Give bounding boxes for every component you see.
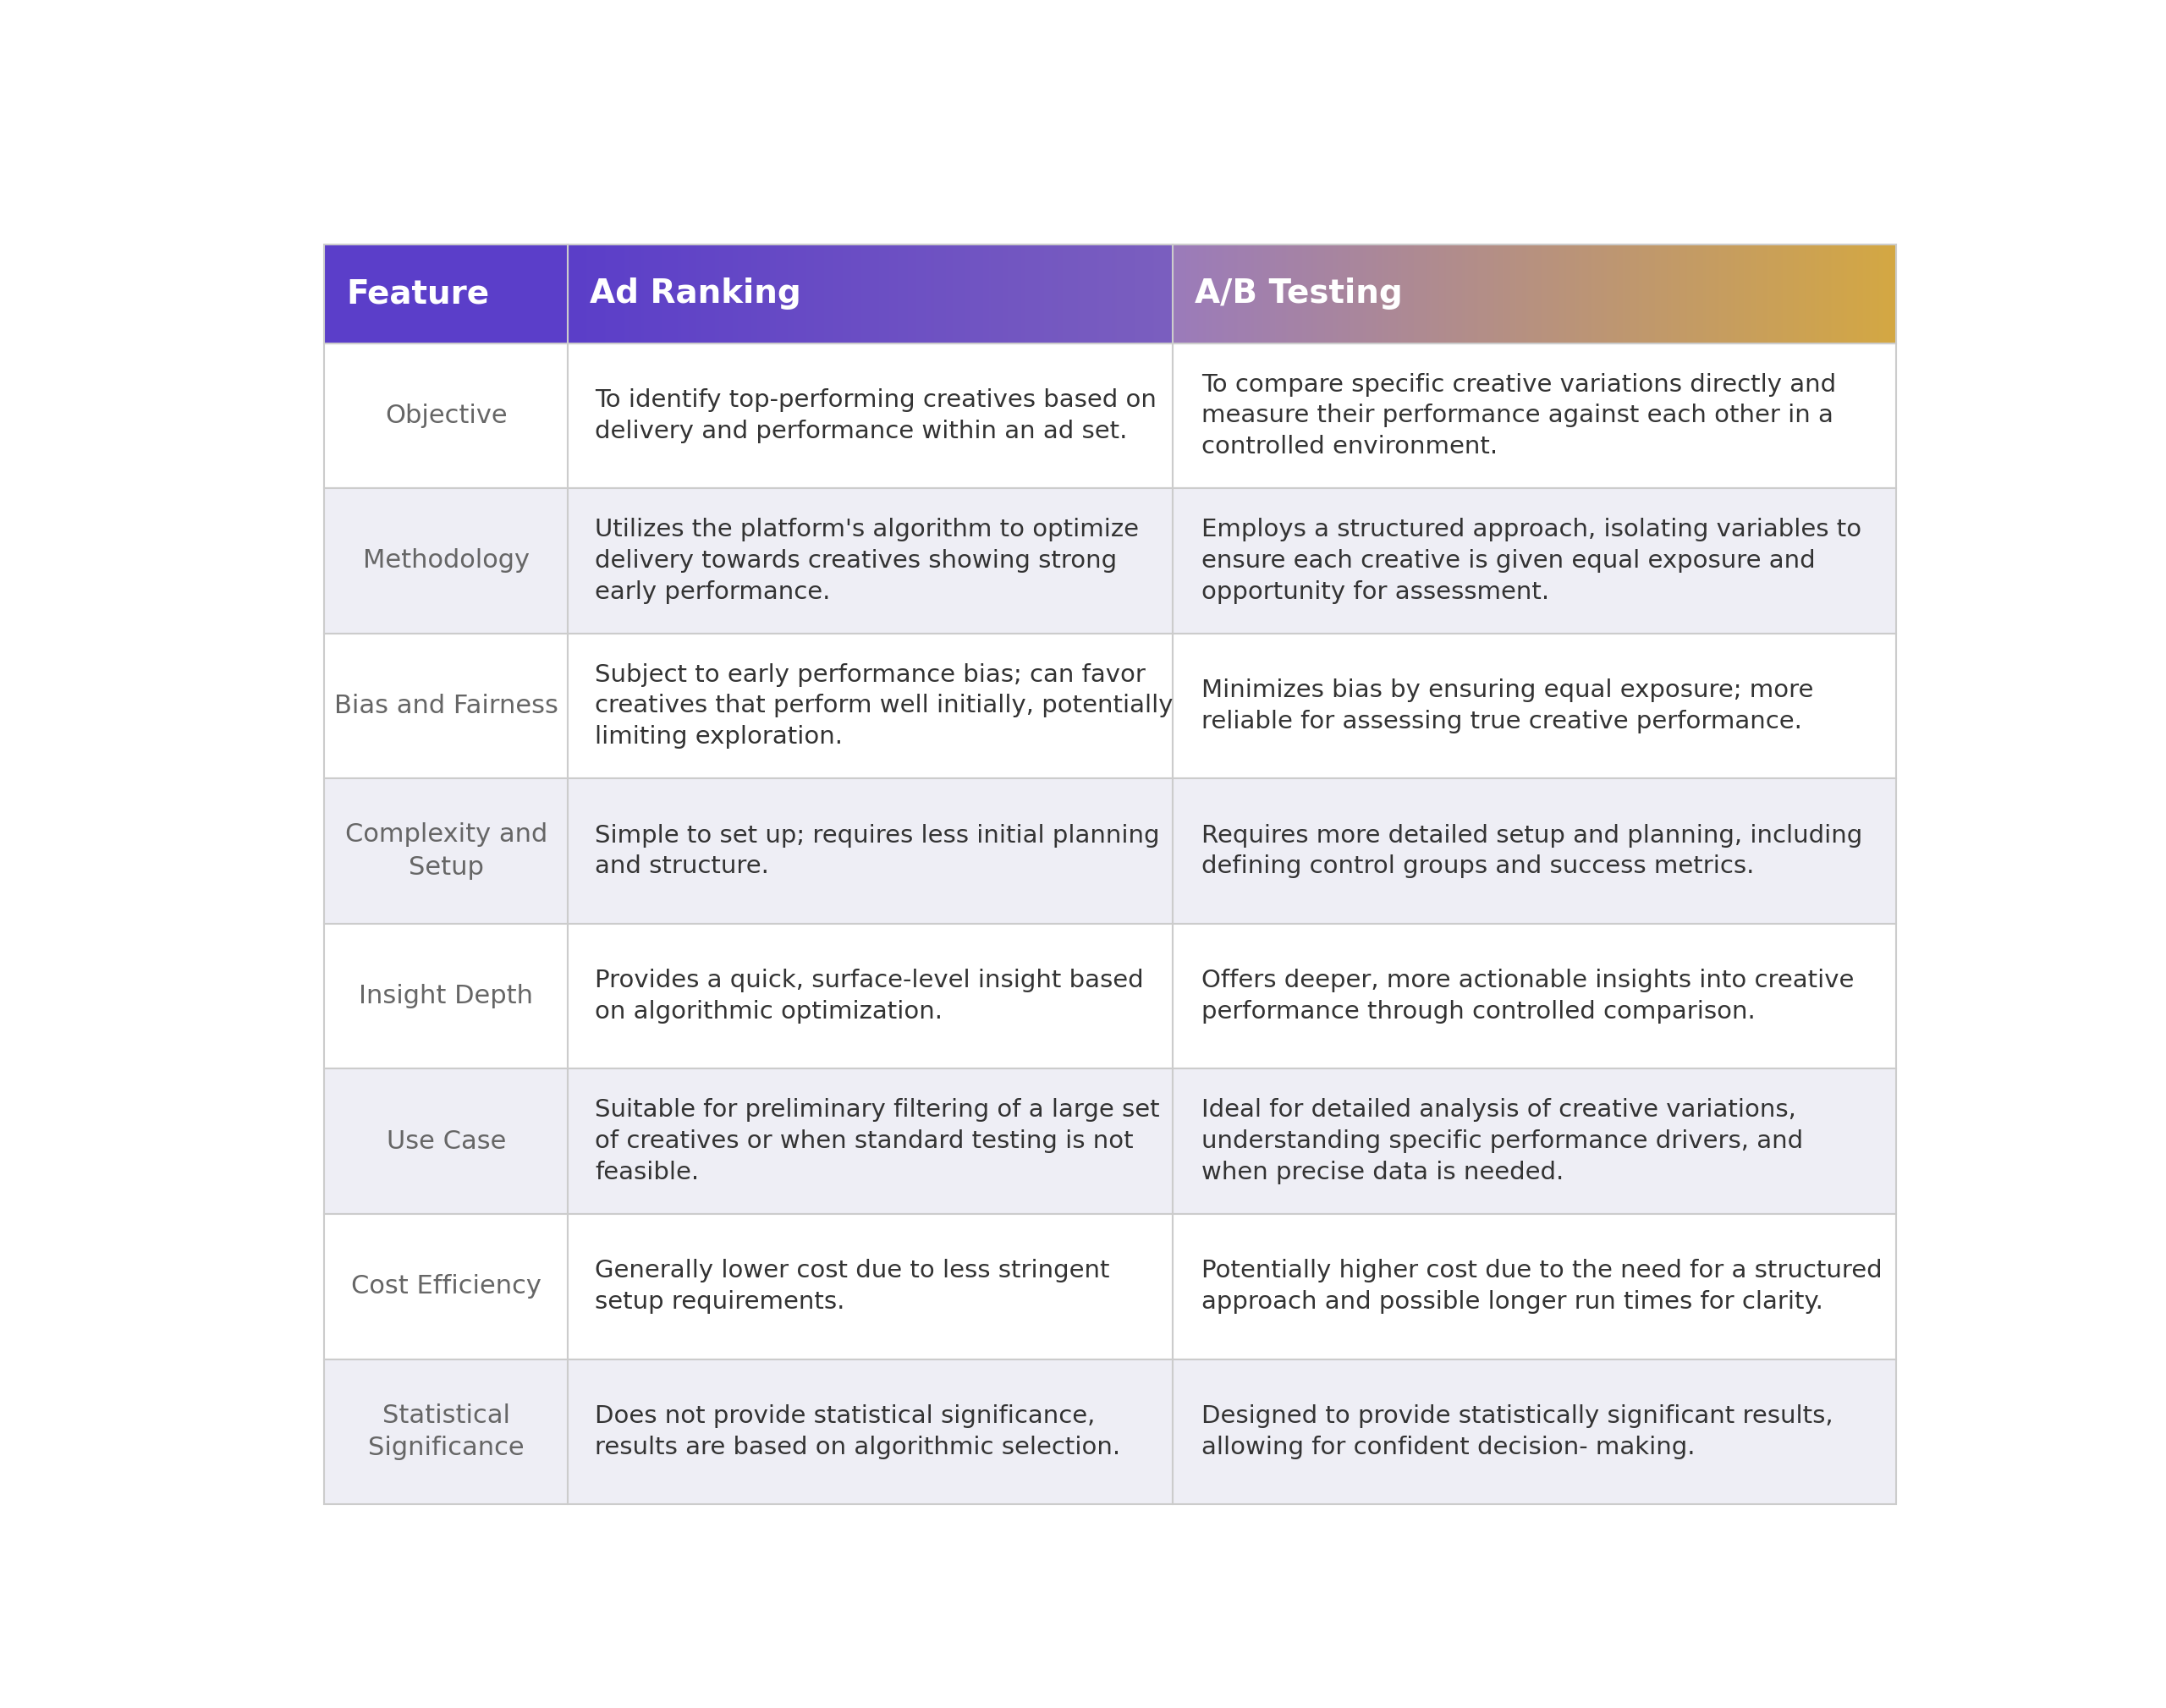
Text: Does not provide statistical significance,
results are based on algorithmic sele: Does not provide statistical significanc… (596, 1404, 1120, 1459)
FancyBboxPatch shape (325, 1360, 567, 1505)
FancyBboxPatch shape (567, 1069, 1174, 1214)
FancyBboxPatch shape (567, 488, 1174, 634)
FancyBboxPatch shape (1174, 1214, 1895, 1360)
Text: Offers deeper, more actionable insights into creative
performance through contro: Offers deeper, more actionable insights … (1202, 968, 1854, 1023)
Text: Bias and Fairness: Bias and Fairness (334, 693, 559, 719)
FancyBboxPatch shape (325, 1214, 567, 1360)
Text: Minimizes bias by ensuring equal exposure; more
reliable for assessing true crea: Minimizes bias by ensuring equal exposur… (1202, 678, 1813, 733)
FancyBboxPatch shape (1174, 924, 1895, 1069)
Text: Provides a quick, surface-level insight based
on algorithmic optimization.: Provides a quick, surface-level insight … (596, 968, 1144, 1023)
Text: Cost Efficiency: Cost Efficiency (351, 1274, 542, 1298)
FancyBboxPatch shape (325, 244, 567, 343)
Text: Potentially higher cost due to the need for a structured
approach and possible l: Potentially higher cost due to the need … (1202, 1259, 1882, 1313)
Text: Use Case: Use Case (386, 1129, 507, 1153)
Text: To compare specific creative variations directly and
measure their performance a: To compare specific creative variations … (1202, 372, 1837, 459)
FancyBboxPatch shape (325, 924, 567, 1069)
FancyBboxPatch shape (325, 634, 567, 779)
FancyBboxPatch shape (325, 779, 567, 924)
Text: Simple to set up; requires less initial planning
and structure.: Simple to set up; requires less initial … (596, 823, 1161, 878)
Text: Complexity and
Setup: Complexity and Setup (344, 823, 548, 880)
FancyBboxPatch shape (1174, 779, 1895, 924)
FancyBboxPatch shape (1174, 343, 1895, 488)
FancyBboxPatch shape (1174, 1360, 1895, 1505)
Text: Ideal for detailed analysis of creative variations,
understanding specific perfo: Ideal for detailed analysis of creative … (1202, 1098, 1804, 1184)
Text: A/B Testing: A/B Testing (1196, 278, 1404, 309)
FancyBboxPatch shape (325, 343, 567, 488)
FancyBboxPatch shape (567, 634, 1174, 779)
FancyBboxPatch shape (567, 1214, 1174, 1360)
FancyBboxPatch shape (1174, 1069, 1895, 1214)
Text: To identify top-performing creatives based on
delivery and performance within an: To identify top-performing creatives bas… (596, 388, 1157, 442)
FancyBboxPatch shape (325, 488, 567, 634)
FancyBboxPatch shape (1174, 634, 1895, 779)
FancyBboxPatch shape (567, 343, 1174, 488)
FancyBboxPatch shape (1174, 488, 1895, 634)
Text: Objective: Objective (386, 403, 507, 429)
Text: Subject to early performance bias; can favor
creatives that perform well initial: Subject to early performance bias; can f… (596, 663, 1174, 748)
Text: Designed to provide statistically significant results,
allowing for confident de: Designed to provide statistically signif… (1202, 1404, 1835, 1459)
Text: Generally lower cost due to less stringent
setup requirements.: Generally lower cost due to less stringe… (596, 1259, 1109, 1313)
Text: Requires more detailed setup and planning, including
defining control groups and: Requires more detailed setup and plannin… (1202, 823, 1863, 878)
FancyBboxPatch shape (325, 1069, 567, 1214)
Text: Suitable for preliminary filtering of a large set
of creatives or when standard : Suitable for preliminary filtering of a … (596, 1098, 1161, 1184)
FancyBboxPatch shape (567, 779, 1174, 924)
Text: Insight Depth: Insight Depth (360, 984, 533, 1008)
Text: Feature: Feature (347, 278, 490, 309)
Text: Utilizes the platform's algorithm to optimize
delivery towards creatives showing: Utilizes the platform's algorithm to opt… (596, 518, 1139, 603)
Text: Employs a structured approach, isolating variables to
ensure each creative is gi: Employs a structured approach, isolating… (1202, 518, 1863, 603)
FancyBboxPatch shape (567, 1360, 1174, 1505)
FancyBboxPatch shape (567, 924, 1174, 1069)
Text: Methodology: Methodology (364, 548, 529, 574)
Text: Statistical
Significance: Statistical Significance (368, 1404, 524, 1460)
Text: Ad Ranking: Ad Ranking (589, 278, 801, 309)
